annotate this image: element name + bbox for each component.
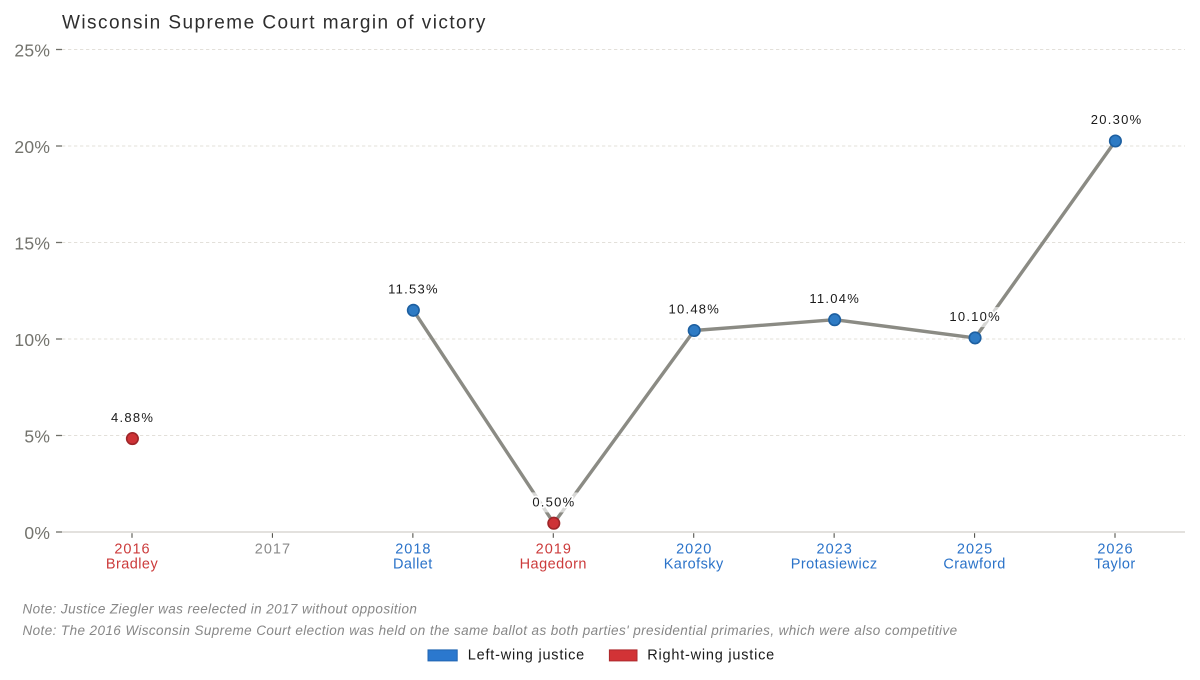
svg-text:Note: Justice Ziegler was reel: Note: Justice Ziegler was reelected in 2… <box>23 602 418 617</box>
svg-text:Left-wing justice: Left-wing justice <box>468 648 585 664</box>
svg-text:Right-wing justice: Right-wing justice <box>647 648 775 664</box>
svg-text:15%: 15% <box>14 233 50 253</box>
svg-text:20.30%: 20.30% <box>1091 112 1143 127</box>
svg-text:Protasiewicz: Protasiewicz <box>791 557 878 573</box>
svg-text:Crawford: Crawford <box>943 557 1005 573</box>
svg-text:Taylor: Taylor <box>1094 557 1135 573</box>
svg-text:10%: 10% <box>14 330 50 350</box>
svg-text:Note: The 2016 Wisconsin Supre: Note: The 2016 Wisconsin Supreme Court e… <box>23 623 958 638</box>
svg-text:2016: 2016 <box>114 542 150 558</box>
svg-text:Bradley: Bradley <box>106 557 159 573</box>
svg-text:2023: 2023 <box>817 542 853 558</box>
svg-text:4.88%: 4.88% <box>111 410 154 425</box>
svg-text:Karofsky: Karofsky <box>664 557 724 573</box>
svg-text:0%: 0% <box>24 523 50 543</box>
svg-text:Hagedorn: Hagedorn <box>520 557 587 573</box>
svg-text:0.50%: 0.50% <box>532 494 575 509</box>
svg-text:2025: 2025 <box>957 542 993 558</box>
svg-text:10.10%: 10.10% <box>949 309 1001 324</box>
svg-text:2017: 2017 <box>255 542 291 558</box>
svg-text:5%: 5% <box>24 426 50 446</box>
svg-text:10.48%: 10.48% <box>669 302 721 317</box>
svg-text:11.53%: 11.53% <box>388 282 439 297</box>
svg-text:Dallet: Dallet <box>393 557 433 573</box>
svg-text:11.04%: 11.04% <box>809 291 860 306</box>
svg-text:Wisconsin Supreme Court margin: Wisconsin Supreme Court margin of victor… <box>62 13 487 34</box>
svg-text:25%: 25% <box>14 40 50 60</box>
svg-text:2020: 2020 <box>676 542 712 558</box>
svg-text:2018: 2018 <box>395 542 431 558</box>
svg-text:2026: 2026 <box>1097 542 1133 558</box>
svg-text:2019: 2019 <box>536 542 572 558</box>
svg-text:20%: 20% <box>14 137 50 157</box>
